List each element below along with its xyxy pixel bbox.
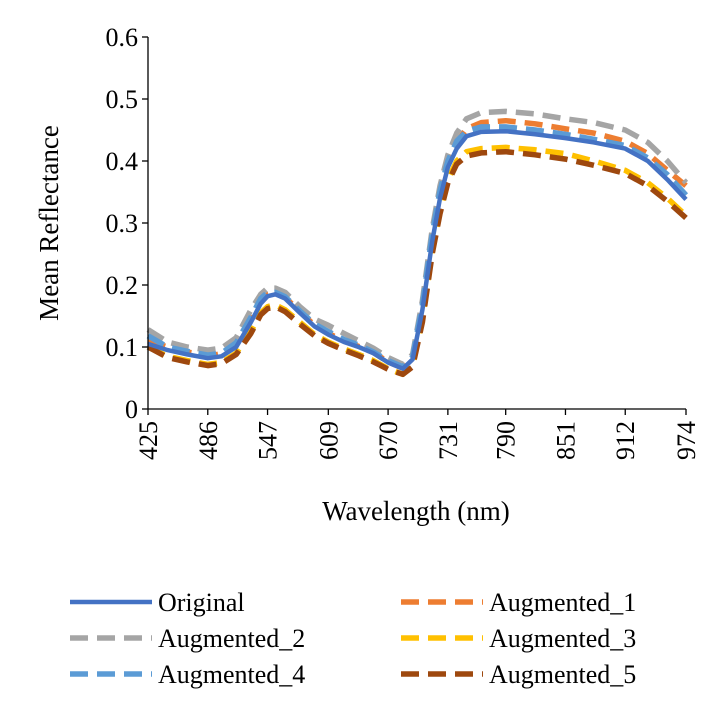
y-tick-label: 0.4: [106, 147, 139, 176]
y-tick-label: 0.2: [106, 271, 139, 300]
series-line-augmented-5: [146, 148, 688, 378]
x-tick-label: 609: [314, 421, 343, 460]
series-line-augmented-2: [146, 108, 689, 368]
legend-entry-augmented-2: Augmented_2: [70, 624, 305, 653]
x-tick-label: 851: [551, 421, 580, 460]
y-tick-label: 0.1: [106, 333, 139, 362]
x-tick-label: 731: [434, 421, 463, 460]
legend-label: Augmented_3: [489, 624, 636, 653]
x-tick-label: 912: [611, 421, 640, 460]
y-tick-label: 0: [125, 395, 138, 424]
ticks: 0 0.1 0.2 0.3 0.4 0.5 0.6 425 486 547 609 670 731 790…: [106, 23, 702, 460]
legend-entry-augmented-5: Augmented_5: [401, 660, 636, 689]
series-line-augmented-4: [146, 124, 689, 370]
legend-entry-augmented-1: Augmented_1: [401, 588, 636, 617]
x-tick-label: 790: [492, 421, 521, 460]
x-tick-label: 670: [374, 421, 403, 460]
legend-entry-augmented-4: Augmented_4: [70, 660, 305, 689]
legend-label: Original: [158, 588, 245, 617]
x-tick-label: 425: [134, 421, 163, 460]
x-tick-label: 486: [194, 421, 223, 460]
legend-entry-original: Original: [70, 588, 245, 617]
y-tick-label: 0.5: [106, 85, 139, 114]
legend: Original Augmented_1 Augmented_2 Augmented_…: [70, 588, 636, 689]
legend-label: Augmented_4: [158, 660, 305, 689]
y-axis-title: Mean Reflectance: [34, 125, 64, 321]
x-tick-label: 974: [672, 421, 701, 460]
legend-label: Augmented_2: [158, 624, 305, 653]
x-tick-label: 547: [254, 421, 283, 460]
y-tick-label: 0.3: [106, 209, 139, 238]
legend-label: Augmented_1: [489, 588, 636, 617]
legend-label: Augmented_5: [489, 660, 636, 689]
plot-lines: [146, 108, 689, 378]
legend-entry-augmented-3: Augmented_3: [401, 624, 636, 653]
x-axis-title: Wavelength (nm): [322, 496, 510, 526]
series-line-original: [147, 128, 688, 371]
y-tick-label: 0.6: [106, 23, 139, 52]
